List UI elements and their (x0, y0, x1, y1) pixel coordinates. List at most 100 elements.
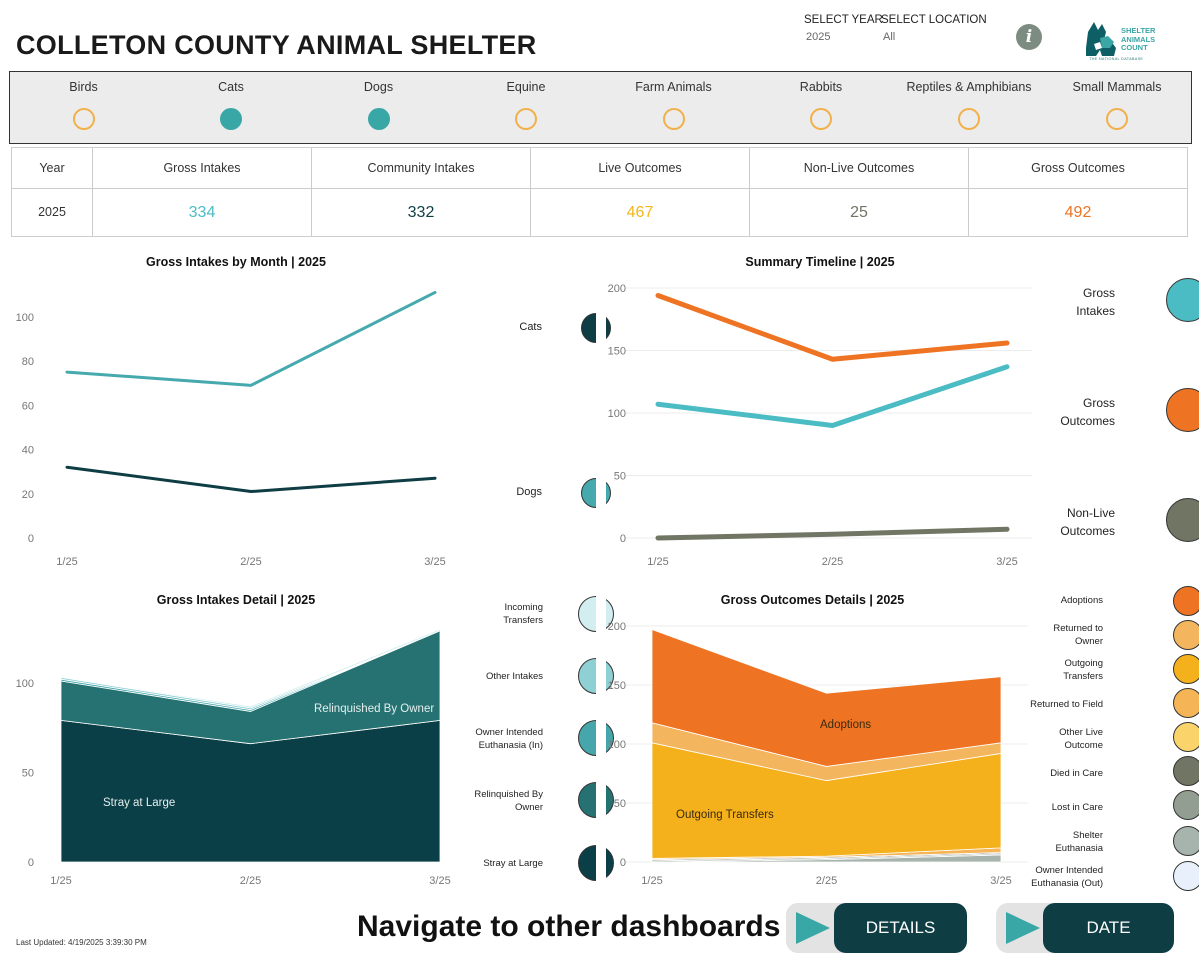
kpi-value-year: 2025 (12, 189, 93, 236)
y-tick-label: 150 (608, 680, 626, 692)
legend-label: Dogs (516, 486, 542, 498)
x-tick-label: 2/25 (240, 875, 261, 887)
y-tick-label: 0 (620, 533, 626, 545)
legend-swatch-outgoing-transfers[interactable] (1173, 654, 1199, 684)
series-line (65, 290, 437, 387)
chart-legend: Cats Dogs (480, 310, 611, 550)
shelter-animals-count-logo: SHELTER ANIMALS COUNT THE NATIONAL DATAB… (1080, 18, 1172, 64)
filter-toggle[interactable] (1106, 108, 1128, 130)
x-tick-label: 1/25 (50, 875, 71, 887)
filter-cats[interactable]: Cats (157, 72, 305, 143)
chart-title: Gross Intakes by Month | 2025 (146, 255, 326, 269)
page-title: COLLETON COUNTY ANIMAL SHELTER (16, 30, 537, 60)
date-compare-nav-button[interactable]: DATE COMPARE (996, 903, 1174, 953)
legend-swatch-gross-outcomes[interactable] (1166, 388, 1199, 432)
select-year-dropdown[interactable]: 2025 (806, 31, 831, 43)
legend-label: Non-Live Outcomes (1060, 506, 1115, 538)
x-tick-label: 3/25 (429, 875, 450, 887)
last-updated: Last Updated: 4/19/2025 3:39:30 PM (16, 938, 147, 947)
series-line (655, 526, 1010, 541)
annotation-stray-at-large: Stray at Large (103, 797, 175, 809)
details-nav-button[interactable]: DETAILS (786, 903, 967, 953)
kpi-header-non-live-outcomes: Non-Live Outcomes (750, 148, 969, 189)
y-tick-label: 80 (22, 356, 34, 368)
kpi-value-live-outcomes: 467 (531, 189, 750, 236)
select-location-dropdown[interactable]: All (883, 31, 896, 43)
filter-farm-animals[interactable]: Farm Animals (600, 72, 747, 143)
annotation-adoptions: Adoptions (820, 719, 871, 731)
legend-swatch-adoptions[interactable] (1173, 586, 1199, 616)
chart-title: Gross Outcomes Details | 2025 (720, 593, 905, 607)
series-line (655, 293, 1010, 362)
legend-clip (596, 590, 606, 895)
legend-swatch-non-live-outcomes[interactable] (1166, 498, 1199, 542)
logo-line-3: COUNT (1121, 43, 1148, 52)
kpi-value-non-live-outcomes: 25 (750, 189, 969, 236)
logo-line-1: SHELTER (1121, 26, 1156, 35)
kpi-value-gross-outcomes: 492 (1064, 204, 1092, 221)
chart-title: Summary Timeline | 2025 (745, 255, 895, 269)
x-tick-label: 2/25 (822, 556, 843, 568)
filter-toggle[interactable] (515, 108, 537, 130)
kpi-header-gross-intakes: Gross Intakes (93, 148, 312, 189)
legend-swatch-returned-to-field[interactable] (1173, 688, 1199, 718)
filter-toggle[interactable] (72, 108, 95, 130)
y-tick-label: 0 (28, 857, 34, 869)
legend-label: Cats (519, 321, 542, 333)
y-tick-label: 50 (22, 767, 34, 779)
legend-swatch-other-live-outcome[interactable] (1173, 722, 1199, 752)
kpi-table: Year Gross Intakes Community Intakes Liv… (11, 147, 1188, 237)
legend-label: Gross Intakes (1076, 286, 1115, 318)
filter-toggle[interactable] (220, 108, 242, 130)
date-compare-nav-label: DATE COMPARE (1043, 903, 1174, 953)
filter-equine[interactable]: Equine (452, 72, 600, 143)
select-year-label: SELECT YEAR (804, 14, 883, 26)
legend-swatch-owner-intended-euthanasia-out[interactable] (1173, 861, 1199, 891)
filter-rabbits[interactable]: Rabbits (747, 72, 895, 143)
filter-toggle[interactable] (958, 108, 980, 130)
summary-timeline-chart: 0 50 100 150 200 1/25 2/25 3/25 (608, 283, 1032, 568)
filter-toggle[interactable] (810, 108, 832, 130)
legend-swatch-gross-intakes[interactable] (1166, 278, 1199, 322)
legend-label: Lost in Care (1051, 802, 1103, 813)
series-line (65, 465, 437, 494)
y-tick-label: 60 (22, 400, 34, 412)
series-line (655, 364, 1010, 428)
legend-label: Died in Care (1050, 768, 1103, 779)
navigate-heading: Navigate to other dashboards (357, 910, 781, 943)
legend-swatch-died-in-care[interactable] (1173, 756, 1199, 786)
y-tick-label: 20 (22, 489, 34, 501)
y-tick-label: 200 (608, 621, 626, 633)
legend-label: Owner Intended Euthanasia (In) (475, 727, 543, 751)
legend-label: Other Intakes (485, 671, 543, 682)
details-nav-label: DETAILS (834, 903, 967, 953)
y-tick-label: 0 (620, 857, 626, 869)
y-tick-label: 50 (614, 471, 626, 483)
filter-toggle[interactable] (662, 108, 685, 130)
kpi-header-year: Year (12, 148, 93, 189)
legend-swatch-lost-in-care[interactable] (1173, 790, 1199, 820)
filter-birds[interactable]: Birds (10, 72, 157, 143)
kpi-header-gross-outcomes: Gross Outcomes (969, 148, 1187, 189)
filter-toggle[interactable] (367, 108, 390, 130)
gross-outcomes-details-chart: 0 50 100 150 200 1/25 2/25 3/25 Adoptions Outgoin… (608, 621, 1028, 887)
kpi-header-live-outcomes: Live Outcomes (531, 148, 750, 189)
kpi-value-gross-intakes: 334 (93, 189, 312, 236)
legend-swatch-shelter-euthanasia[interactable] (1173, 826, 1199, 856)
x-tick-label: 1/25 (641, 875, 662, 887)
legend-clip (596, 290, 606, 570)
filter-label: Reptiles & Amphibians (906, 80, 1032, 94)
filter-small-mammals[interactable]: Small Mammals (1043, 72, 1191, 143)
y-tick-label: 200 (608, 283, 626, 295)
y-tick-label: 0 (28, 533, 34, 545)
legend-label: Adoptions (1060, 595, 1103, 606)
legend-label: Other Live Outcome (1059, 727, 1103, 751)
legend-label: Outgoing Transfers (1063, 658, 1103, 682)
filter-dogs[interactable]: Dogs (305, 72, 452, 143)
filter-reptiles-amphibians[interactable]: Reptiles & Amphibians (895, 72, 1043, 143)
filter-label: Equine (506, 80, 546, 94)
info-icon[interactable]: i (1016, 24, 1042, 50)
annotation-relinquished-by-owner: Relinquished By Owner (314, 703, 434, 715)
chart-legend: Adoptions Returned to Owner Outgoing Trans… (1020, 584, 1199, 894)
legend-swatch-returned-to-owner[interactable] (1173, 620, 1199, 650)
